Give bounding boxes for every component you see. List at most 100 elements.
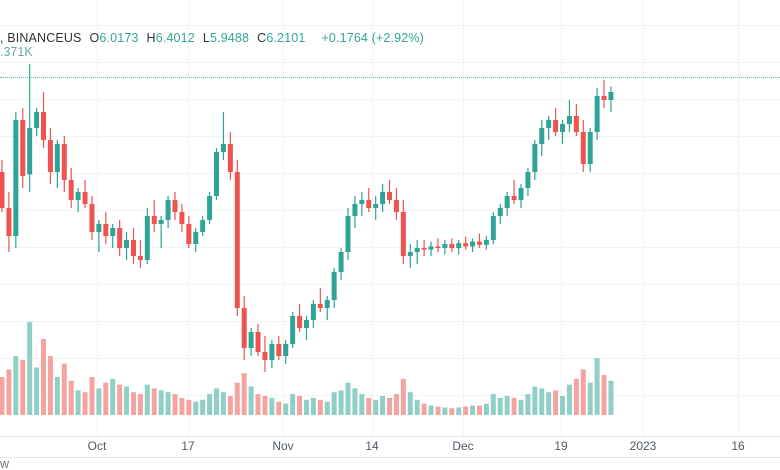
candle-body [220, 144, 226, 152]
legend-low-value: 5.9488 [209, 31, 250, 45]
candle-body [6, 208, 12, 236]
candle-body [75, 192, 81, 200]
volume-bar [75, 390, 81, 415]
legend-open-key: O [89, 31, 100, 45]
candle-body [587, 132, 593, 164]
candle-body [449, 244, 455, 248]
candle-body [476, 241, 482, 245]
candle-wick [160, 216, 162, 248]
candle-body [137, 256, 143, 260]
candle-body [82, 192, 88, 204]
volume-bar [331, 392, 337, 415]
last-price-line [0, 76, 780, 78]
legend-close-key: C [257, 31, 267, 45]
candle-body [200, 220, 206, 232]
xaxis-tick-label: 16 [731, 439, 745, 453]
volume-bar [20, 359, 26, 415]
candle-body [380, 192, 386, 204]
volume-bar [124, 386, 130, 415]
candle-body [359, 200, 365, 204]
candle-body [317, 304, 323, 308]
candle-wick [478, 233, 481, 248]
volume-bar [373, 399, 379, 415]
candle-body [241, 308, 247, 348]
volume-bar [449, 408, 455, 415]
volume-bar [338, 390, 344, 415]
candle-body [172, 200, 178, 212]
candle-body [96, 224, 102, 232]
volume-bar [324, 401, 330, 415]
candle-body [68, 180, 74, 200]
candle-body [248, 332, 254, 348]
xaxis-tick-label: 14 [365, 439, 379, 453]
xaxis-tick-label: Dec [452, 439, 474, 453]
candle-body [34, 112, 40, 128]
volume-bar [483, 403, 489, 415]
volume-bar [179, 397, 185, 415]
candle-body [470, 241, 476, 247]
candle-body [269, 344, 275, 360]
volume-bar [366, 397, 372, 415]
volume-bar [68, 380, 74, 415]
volume-bar [186, 399, 192, 415]
volume-bar [290, 394, 296, 415]
volume-bar [165, 392, 171, 415]
xaxis[interactable]: Oct 17 Dec 19 2023 16 Nov 14 [0, 437, 780, 457]
volume-bar [518, 399, 524, 415]
candle-body [608, 92, 614, 100]
candle-body [207, 196, 213, 220]
volume-bar [511, 397, 517, 415]
candle-body [234, 172, 240, 308]
volume-bar [193, 401, 199, 415]
chart-legend[interactable]: , BINANCEUS O6.0173 H6.4012 L5.9488 C6.2101 +… [0, 30, 424, 46]
candle-body [594, 96, 600, 132]
volume-bar [0, 377, 5, 415]
candle-body [324, 300, 330, 308]
candle-body [41, 112, 47, 140]
volume-bar [421, 403, 427, 415]
candle-body [310, 304, 316, 320]
candle-body [89, 204, 95, 232]
volume-bar [580, 369, 586, 415]
volume-bar [553, 390, 559, 415]
candle-wick [603, 80, 605, 108]
volume-bar [6, 369, 12, 415]
volume-bar [303, 399, 309, 415]
candle-body [490, 216, 496, 240]
volume-bar [27, 321, 33, 415]
volume-bar [227, 396, 233, 415]
volume-bar [497, 397, 503, 415]
volume-bar [103, 382, 109, 415]
candle-body [255, 332, 261, 352]
candle-body [303, 320, 309, 328]
candle-body [117, 228, 123, 248]
volume-bar [490, 394, 496, 415]
candle-body [435, 246, 441, 248]
volume-bar [566, 384, 572, 415]
candle-body [103, 224, 109, 236]
candle-body [532, 144, 538, 172]
volume-bar [435, 406, 441, 415]
candle-body [227, 144, 233, 172]
volume-bar [352, 388, 358, 415]
candle-body [518, 188, 524, 200]
volume-bar [539, 388, 545, 415]
xaxis-tick-label: 17 [181, 439, 195, 453]
candle-wick [98, 220, 100, 252]
candle-body [20, 120, 26, 176]
volume-bar [241, 373, 247, 415]
volume-bar [47, 356, 53, 415]
volume-bar [608, 380, 614, 415]
volume-bar [200, 399, 206, 415]
candle-body [428, 246, 434, 250]
legend-close-value: 6.2101 [266, 31, 306, 45]
volume-bar [214, 388, 220, 415]
candle-body [144, 216, 150, 260]
volume-bar [41, 339, 47, 415]
candle-body [47, 140, 53, 172]
legend-high-value: 6.4012 [155, 31, 195, 45]
volume-bar [359, 394, 365, 415]
candle-body [110, 228, 116, 236]
candle-body [61, 144, 67, 180]
